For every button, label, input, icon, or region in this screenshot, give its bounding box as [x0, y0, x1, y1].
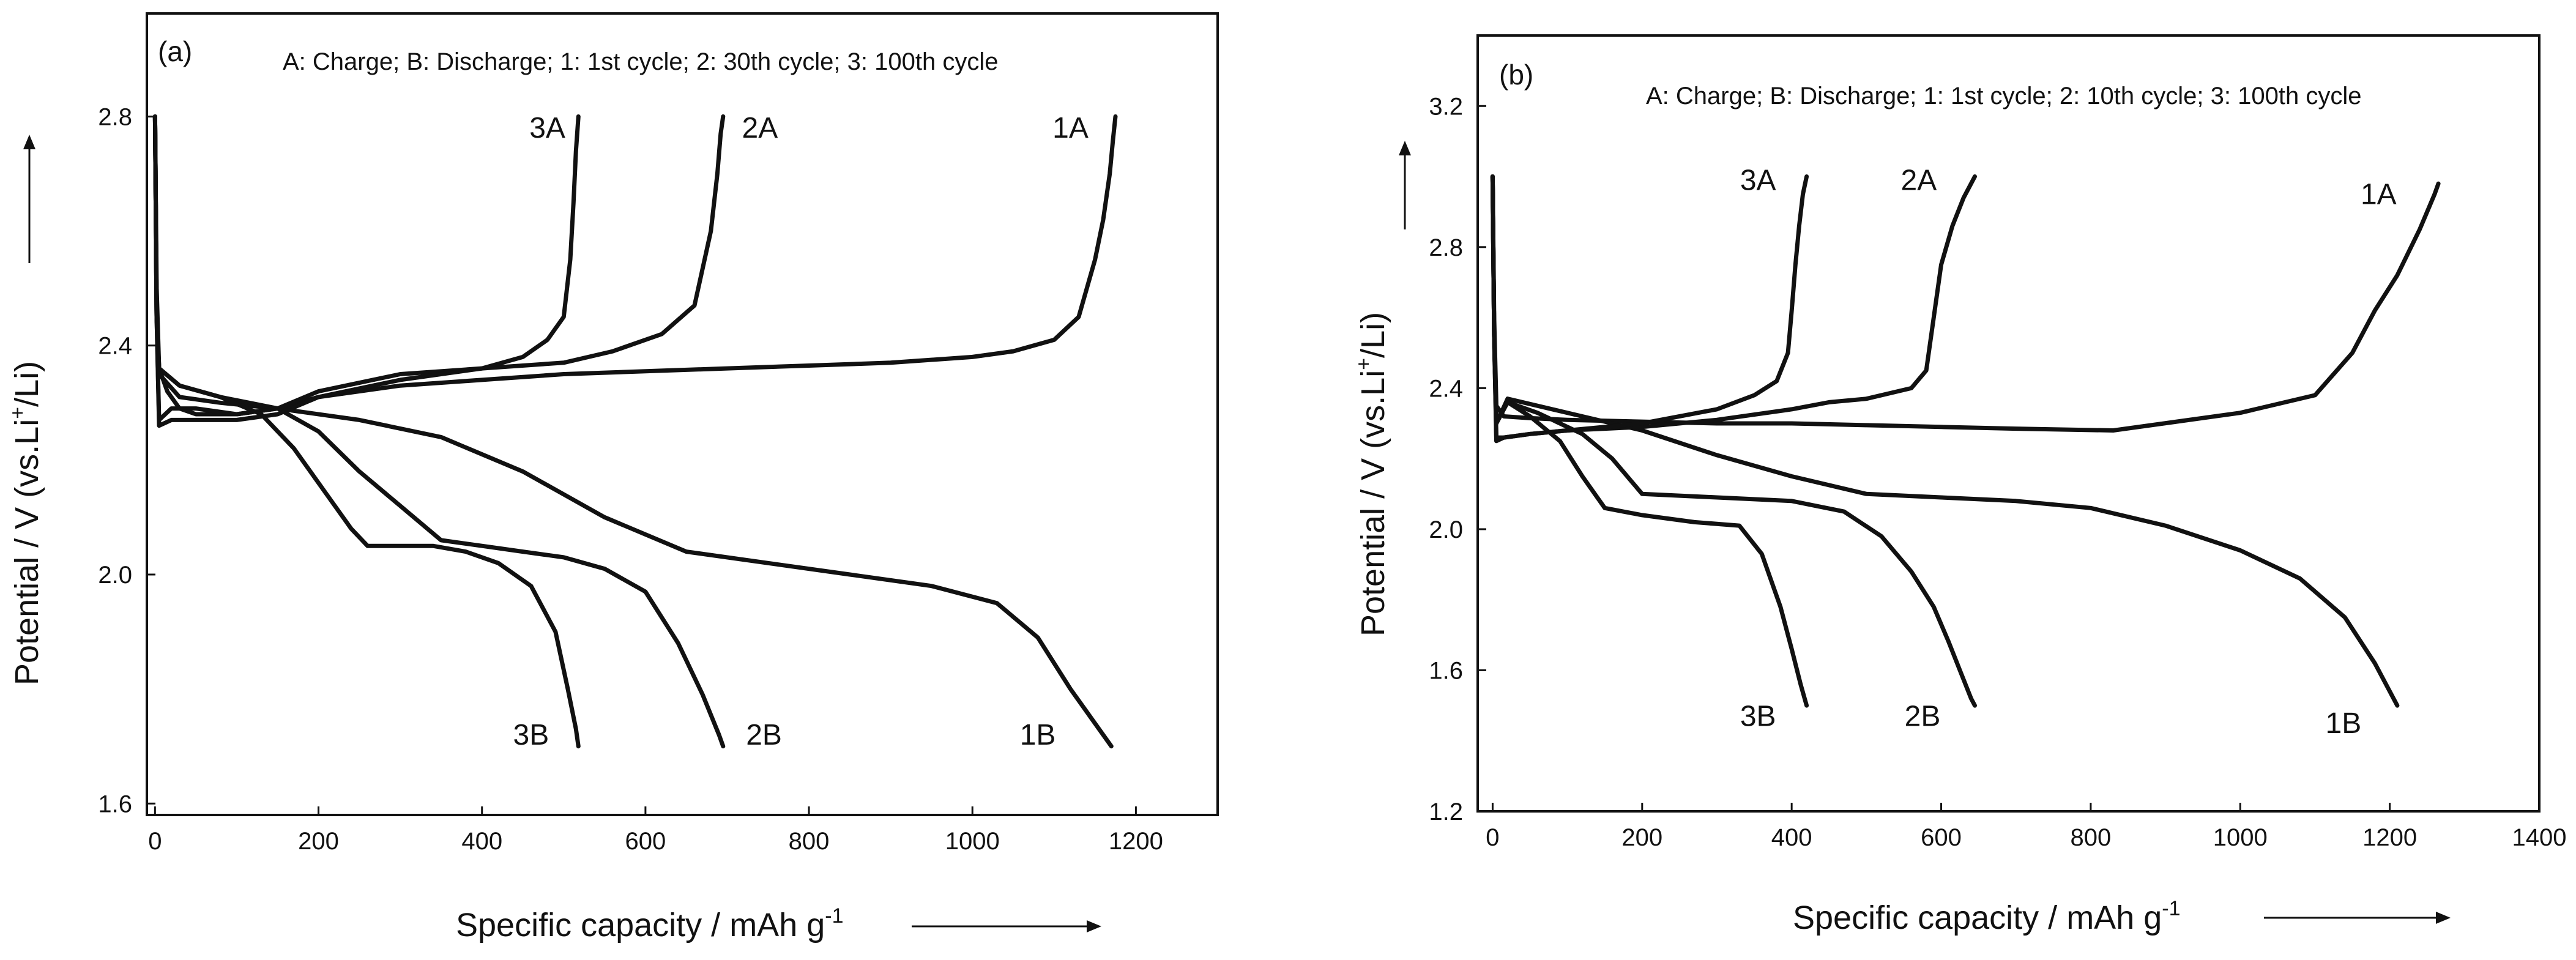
panel-b-y-axis-arrow-icon [1399, 141, 1411, 155]
panel-a-series-2a [152, 114, 726, 422]
panel-b-y-tick-label: 1.2 [1429, 798, 1463, 825]
panel-b-series-3b [1490, 174, 1809, 708]
panel-b-chart: 0 200 400 600 800 1000 1200 1400 1.2 1.6 2.0 2.4 2.… [1352, 34, 2566, 936]
panel-b-curve-labels: 1A 1B 2A 2B 3A 3B [1740, 164, 2397, 740]
panel-b-x-tick-label: 1400 [2512, 824, 2567, 851]
panel-b-series-1b [1490, 174, 2400, 708]
panel-b-series-label-1a: 1A [2361, 178, 2397, 210]
panel-a-series-1b [152, 114, 1114, 749]
panel-b-series-1a [1490, 174, 2441, 433]
panel-a-x-tick-label: 400 [461, 828, 502, 855]
panel-a-x-ticks: 0 200 400 600 800 1000 1200 [148, 806, 1163, 855]
panel-a-plot-frame [146, 12, 1219, 816]
panel-b-x-tick-label: 600 [1921, 824, 1962, 851]
panel-a-x-tick-label: 800 [789, 828, 830, 855]
panel-a-y-ticks: 1.6 2.0 2.4 2.8 [98, 103, 155, 817]
panel-a-legend: A: Charge; B: Discharge; 1: 1st cycle; 2… [283, 48, 998, 75]
panel-a-x-axis-title: Specific capacity / mAh g-1 [456, 904, 844, 943]
panel-b-plot-frame [1476, 34, 2541, 813]
panel-a-y-axis-arrow-icon [23, 135, 35, 149]
panel-a-x-tick-label: 200 [298, 828, 339, 855]
panel-a-series-label-2b: 2B [746, 719, 782, 751]
panel-b-x-ticks: 0 200 400 600 800 1000 1200 1400 [1486, 803, 2566, 851]
panel-b-series-2b [1490, 174, 1977, 708]
panel-a-chart: 0 200 400 600 800 1000 1200 1.6 2.0 2.4 2.8 1A 1B 2… [6, 12, 1219, 943]
panel-b-legend: A: Charge; B: Discharge; 1: 1st cycle; 2… [1646, 83, 2361, 110]
panel-b-x-axis-arrow-icon [2436, 912, 2451, 924]
panel-b-x-tick-label: 800 [2071, 824, 2112, 851]
panel-b-series-label-2a: 2A [1901, 164, 1937, 196]
panel-a-series-label-1b: 1B [1020, 719, 1056, 751]
panel-a-tag: (a) [158, 35, 192, 67]
panel-b-y-axis-title-sup: + [1352, 358, 1375, 370]
panel-a-x-tick-label: 1000 [945, 828, 1000, 855]
panel-b-x-tick-label: 1200 [2362, 824, 2417, 851]
panel-b-x-axis-title: Specific capacity / mAh g-1 [1793, 897, 2181, 936]
panel-b-y-axis-title-pre: Potential / V (vs.Li [1355, 370, 1391, 636]
panel-b-y-tick-label: 2.4 [1429, 375, 1463, 402]
panel-a-y-tick-label: 2.4 [98, 333, 132, 360]
panel-b-x-axis-title-main: Specific capacity / mAh g [1793, 899, 2162, 936]
panel-b-tag: (b) [1499, 59, 1533, 91]
panel-a-series-group [152, 114, 1118, 749]
panel-a-x-tick-label: 600 [625, 828, 666, 855]
panel-a-x-axis-arrow-icon [1087, 920, 1101, 932]
panel-a-x-tick-label: 0 [148, 828, 162, 855]
panel-b-y-tick-label: 2.8 [1429, 234, 1463, 261]
panel-a-series-1a [152, 114, 1118, 417]
panel-a-series-3a [152, 114, 581, 428]
panel-a-series-label-3a: 3A [529, 112, 565, 144]
panel-b-series-3a [1490, 174, 1809, 440]
panel-b-x-tick-label: 0 [1486, 824, 1499, 851]
panel-a-x-axis-title-sup: -1 [825, 904, 843, 928]
panel-a-y-axis-title-post: /Li) [9, 361, 45, 407]
panel-b-x-tick-label: 400 [1771, 824, 1812, 851]
panel-b-y-tick-label: 2.0 [1429, 516, 1463, 543]
panel-b-x-axis-title-sup: -1 [2162, 897, 2180, 920]
panel-a-series-label-1a: 1A [1052, 112, 1089, 144]
panel-a-y-tick-label: 2.0 [98, 562, 132, 589]
panel-b-x-tick-label: 200 [1621, 824, 1662, 851]
panel-a-x-axis-title-main: Specific capacity / mAh g [456, 907, 825, 943]
panel-a-series-3b [152, 114, 581, 749]
panel-a-y-axis-title-sup: + [6, 407, 29, 419]
panel-b-series-label-3a: 3A [1740, 164, 1776, 196]
panel-b-y-tick-label: 3.2 [1429, 93, 1463, 120]
panel-a-curve-labels: 1A 1B 2A 2B 3A 3B [513, 112, 1089, 751]
panel-b-series-label-3b: 3B [1740, 700, 1776, 732]
panel-a-series-label-3b: 3B [513, 719, 549, 751]
panel-b-series-group [1490, 174, 2441, 708]
panel-b-y-tick-label: 1.6 [1429, 657, 1463, 684]
panel-a-y-axis-title: Potential / V (vs.Li+/Li) [6, 361, 45, 685]
panel-a-x-tick-label: 1200 [1109, 828, 1163, 855]
panel-a-series-2b [152, 114, 726, 749]
panel-b-series-label-1b: 1B [2326, 707, 2362, 740]
panel-b-y-axis-title-post: /Li) [1355, 312, 1391, 358]
panel-b-series-label-2b: 2B [1905, 700, 1941, 732]
panel-b-x-tick-label: 1000 [2213, 824, 2268, 851]
panel-a-y-tick-label: 1.6 [98, 791, 132, 817]
panel-a-y-tick-label: 2.8 [98, 103, 132, 130]
panel-b-y-ticks: 1.2 1.6 2.0 2.4 2.8 3.2 [1429, 93, 1486, 825]
panel-a-series-label-2a: 2A [742, 112, 778, 144]
panel-b-y-axis-title: Potential / V (vs.Li+/Li) [1352, 312, 1391, 636]
panel-a-y-axis-title-pre: Potential / V (vs.Li [9, 419, 45, 685]
